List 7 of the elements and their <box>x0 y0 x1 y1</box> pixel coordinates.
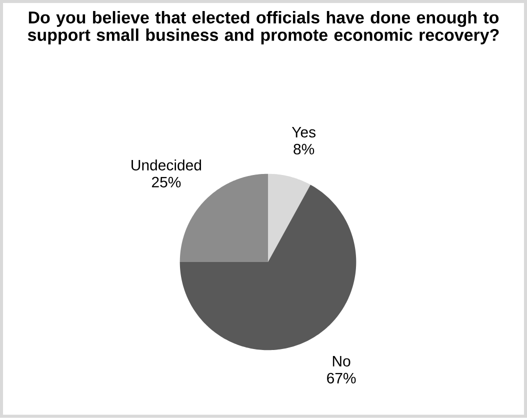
data-label: 8% <box>294 144 314 155</box>
chart-title: Do you believe that elected officials have done enough to support small business and promote economic recovery? <box>28 11 499 44</box>
data-label: 25% <box>152 176 181 188</box>
slice-label: Undecided <box>132 160 202 171</box>
slice-label: Yes <box>292 127 316 138</box>
slice-label: No <box>332 356 350 367</box>
data-label: 67% <box>327 372 356 384</box>
